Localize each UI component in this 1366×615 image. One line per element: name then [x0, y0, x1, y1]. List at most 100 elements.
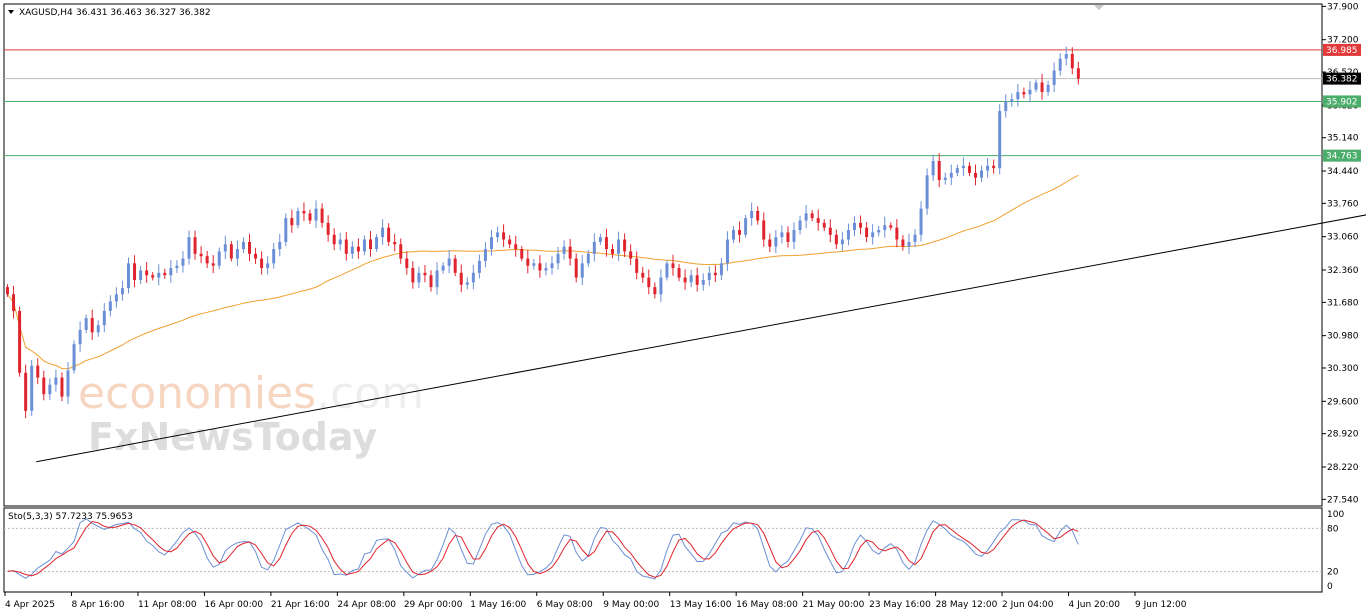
candle-body [556, 253, 560, 264]
candle-body [235, 249, 239, 259]
candle-body [66, 370, 70, 397]
candle-body [598, 237, 602, 242]
stochastic-label: Sto(5,3,3) 57.7233 75.9653 [8, 512, 133, 522]
candle-body [816, 218, 820, 223]
y-tick-label: 33.760 [1327, 199, 1359, 209]
candle-body [647, 277, 651, 288]
candle-body [901, 239, 905, 247]
chart-shift-marker-icon[interactable] [1094, 5, 1104, 10]
candle-body [810, 213, 814, 219]
x-tick-label: 4 Jun 20:00 [1069, 600, 1121, 610]
candle-body [496, 232, 500, 238]
candle-body [853, 222, 856, 231]
candle-body [580, 263, 584, 278]
candle-body [114, 294, 118, 302]
candle-body [804, 213, 808, 221]
candle-body [369, 239, 372, 250]
candle-body [181, 258, 185, 266]
price-tags: 36.985 35.902 34.763 36.382 [1323, 43, 1361, 162]
current-price-tag [1323, 72, 1361, 85]
candle-body [78, 329, 82, 345]
horizontal-lines [4, 49, 1322, 157]
symbol-menu-triangle-icon[interactable] [8, 10, 14, 14]
support-tag [1323, 149, 1361, 162]
candle-body [30, 365, 34, 411]
candle-body [441, 265, 445, 271]
candle-body [296, 210, 300, 226]
candle-body [48, 384, 52, 395]
y-tick-label: 37.200 [1327, 36, 1359, 46]
y-tick-label: 27.540 [1327, 495, 1359, 505]
candle-body [1076, 68, 1080, 79]
candle-body [96, 325, 100, 333]
candle-body [617, 239, 621, 254]
moving-average-line [7, 174, 1079, 370]
candle-body [459, 272, 463, 285]
candle-body [544, 268, 548, 271]
candle-body [471, 272, 475, 283]
stochastic-panel [3, 507, 1323, 593]
candle-body [967, 165, 971, 173]
candle-body [768, 239, 772, 247]
candle-body [683, 277, 687, 283]
candle-body [1040, 82, 1044, 93]
candle-body [840, 239, 844, 245]
candle-body [762, 220, 766, 240]
candle-body [18, 310, 22, 373]
candle-body [961, 165, 965, 169]
stochastic-signal-line [7, 519, 1079, 578]
candle-body [725, 239, 729, 264]
candle-body [889, 225, 893, 228]
candle-body [175, 265, 179, 269]
price-panel [3, 3, 1323, 507]
y-tick-label: 37.900 [1327, 2, 1359, 12]
support-tag-label: 34.763 [1326, 152, 1358, 162]
candle-body [780, 232, 784, 238]
candle-body [1010, 99, 1014, 102]
candle-body [332, 234, 336, 245]
y-tick-label: 29.600 [1327, 397, 1359, 407]
candle-body [822, 222, 826, 228]
x-tick-label: 16 Apr 00:00 [204, 600, 263, 610]
candle-body [756, 210, 760, 221]
y-tick-label: 33.060 [1327, 233, 1359, 243]
watermark-brand-line2: FxNewsToday [88, 415, 377, 459]
candle-body [586, 253, 590, 264]
candle-body [629, 251, 633, 259]
candle-body [483, 249, 487, 261]
x-tick-label: 9 May 00:00 [603, 600, 659, 610]
candle-body [254, 253, 258, 259]
candle-body [695, 275, 699, 285]
x-tick-label: 9 Jun 12:00 [1135, 600, 1187, 610]
stochastic-tick-label: 0 [1327, 582, 1333, 592]
candle-body [677, 268, 681, 278]
stochastic-tick-label: 100 [1327, 510, 1344, 520]
candle-body [12, 294, 16, 311]
candle-body [659, 277, 663, 295]
candle-body [859, 222, 863, 228]
candle-body [229, 244, 233, 259]
candle-body [925, 175, 929, 209]
candle-body [139, 270, 143, 280]
y-tick-label: 30.980 [1327, 332, 1359, 342]
candle-body [314, 208, 318, 221]
candle-body [955, 168, 959, 173]
candle-body [1028, 89, 1032, 95]
y-tick-label: 35.140 [1327, 134, 1359, 144]
x-tick-label: 11 Apr 08:00 [138, 600, 197, 610]
candle-body [671, 263, 675, 269]
candle-body [163, 272, 167, 276]
candle-body [641, 272, 645, 278]
candle-body [592, 241, 596, 254]
candle-body [846, 230, 850, 240]
stochastic-main-line [7, 518, 1079, 580]
stochastic-layer: 100 80 20 0 [4, 510, 1344, 592]
x-tick-label: 6 May 08:00 [537, 600, 593, 610]
x-tick-label: 2 Jun 04:00 [1002, 600, 1054, 610]
candle-body [792, 230, 796, 242]
candle-body [102, 310, 106, 326]
candle-body [1016, 92, 1020, 100]
x-tick-label: 23 May 16:00 [869, 600, 931, 610]
y-tick-label: 28.920 [1327, 430, 1359, 440]
candle-body [199, 253, 203, 257]
